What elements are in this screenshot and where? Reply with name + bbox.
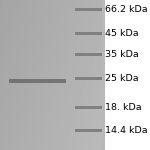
Text: 45 kDa: 45 kDa [105,29,139,38]
Bar [75,106,102,109]
Text: 25 kDa: 25 kDa [105,74,139,83]
Text: 66.2 kDa: 66.2 kDa [105,5,148,14]
Bar [102,0,105,150]
Bar [9,79,66,83]
Bar [75,8,102,11]
Text: 14.4 kDa: 14.4 kDa [105,126,148,135]
Bar [75,77,102,80]
Text: 18. kDa: 18. kDa [105,103,142,112]
Bar [75,53,102,56]
Bar [75,32,102,35]
Bar [75,129,102,132]
Text: 35 kDa: 35 kDa [105,50,139,59]
